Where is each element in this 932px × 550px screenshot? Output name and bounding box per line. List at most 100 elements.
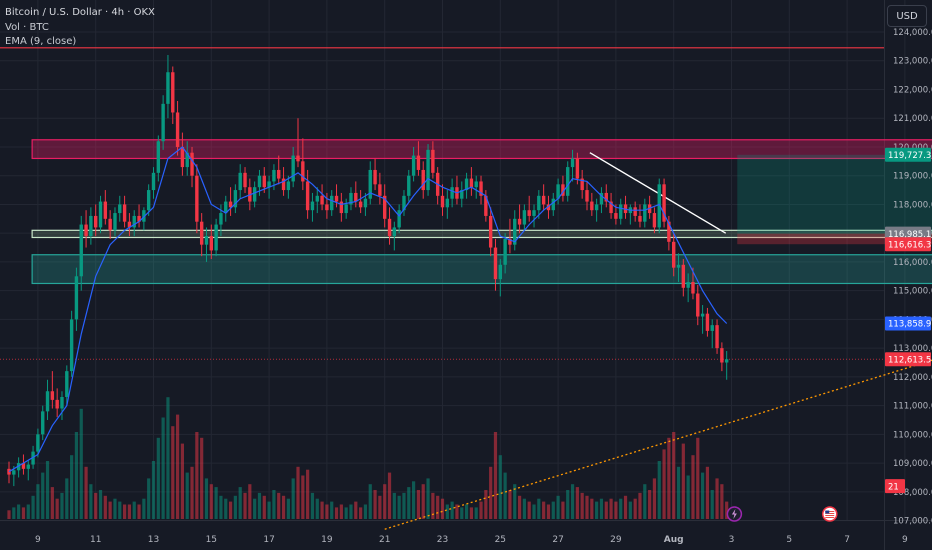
candle-body: [580, 178, 584, 191]
candle-body: [590, 201, 594, 211]
candle-body: [373, 169, 377, 185]
candle-body: [633, 207, 637, 216]
candle-body: [55, 399, 59, 409]
candle-body: [440, 195, 445, 208]
volume-bar: [359, 507, 363, 519]
candle-body: [156, 141, 161, 173]
volume-bar: [228, 501, 233, 519]
volume-bar: [132, 501, 136, 519]
volume-bar: [74, 432, 79, 519]
time-tick-label: 5: [786, 535, 792, 545]
price-tick-label: 121,000.0: [893, 114, 932, 124]
volume-bar: [498, 455, 502, 519]
time-tick-label: 3: [729, 535, 735, 545]
candle-body: [214, 224, 218, 251]
volume-bar: [537, 498, 541, 519]
candle-body: [305, 181, 310, 211]
volume-bar: [638, 492, 642, 519]
candle-body: [301, 161, 305, 182]
candle-body: [296, 155, 300, 162]
symbol-title[interactable]: Bitcoin / U.S. Dollar · 4h · OKX: [5, 7, 155, 18]
volume-bar: [426, 478, 430, 519]
price-tick-label: 111,000.0: [893, 402, 932, 412]
candle-body: [310, 201, 315, 211]
volume-bar: [503, 472, 507, 519]
position-stop-zone: [737, 233, 932, 245]
volume-bar: [277, 492, 281, 519]
volume-bar: [310, 492, 315, 519]
volume-bar: [60, 492, 64, 519]
candle-body: [662, 184, 666, 222]
candle-body: [41, 411, 45, 435]
volume-bar: [672, 432, 676, 519]
candle-body: [127, 221, 132, 228]
candle-body: [334, 195, 339, 202]
volume-bar: [479, 501, 483, 519]
volume-bar: [701, 472, 705, 519]
lightning-shape: [731, 509, 737, 519]
time-tick-label: 29: [610, 535, 622, 545]
candle-body: [464, 178, 469, 191]
candle-body: [60, 396, 64, 409]
candle-body: [672, 241, 676, 268]
time-axis[interactable]: 911131517192123252729Aug3579111315171921…: [35, 535, 932, 545]
volume-bar: [416, 490, 421, 519]
candle-body: [575, 158, 580, 179]
price-tick-label: 108,000.0: [893, 488, 932, 498]
candle-body: [619, 204, 623, 219]
candle-body: [681, 264, 686, 288]
candle-body: [108, 218, 112, 231]
volume-bar: [715, 478, 719, 519]
candle-body: [161, 103, 165, 142]
currency-button[interactable]: USD: [887, 5, 927, 27]
volume-bar: [98, 490, 103, 519]
candle-body: [541, 195, 546, 205]
volume-bar: [219, 495, 223, 519]
price-badge: 21: [885, 479, 905, 494]
price-axis[interactable]: 124,000.0123,000.0122,000.0121,000.0120,…: [885, 28, 932, 527]
candle-body: [45, 391, 50, 412]
volume-bar: [662, 449, 666, 519]
candle-body: [484, 195, 488, 216]
volume-bar: [185, 472, 189, 519]
candle-body: [657, 184, 661, 228]
flag-stripe: [825, 511, 835, 512]
candle-body: [199, 221, 204, 245]
volume-bar: [720, 484, 724, 519]
candle-body: [84, 224, 88, 237]
volume-bar: [397, 495, 401, 519]
volume-bar: [224, 498, 228, 519]
volume-bar: [89, 484, 93, 519]
candle-body: [349, 192, 353, 205]
candle-body: [431, 149, 435, 173]
candle-body: [69, 319, 74, 372]
price-badge-bg: [885, 352, 931, 367]
ema-indicator-label[interactable]: EMA (9, close): [5, 36, 77, 47]
volume-bar: [123, 504, 127, 519]
volume-bar: [334, 507, 339, 519]
candle-body: [36, 434, 40, 452]
candle-body: [209, 236, 213, 251]
candle-body: [228, 201, 233, 208]
volume-bar: [65, 478, 69, 519]
candle-body: [142, 210, 146, 222]
candle-body: [325, 204, 329, 211]
candle-body: [7, 468, 11, 475]
volume-bar: [79, 408, 83, 519]
volume-indicator-label[interactable]: Vol · BTC: [5, 21, 49, 33]
volume-bar: [354, 501, 358, 519]
event-markers: [726, 506, 838, 522]
candle-body: [277, 169, 281, 179]
candle-body: [368, 169, 372, 199]
volume-bar: [291, 478, 295, 519]
volume-bar: [248, 484, 252, 519]
price-badge-bg: [885, 226, 931, 241]
volume-bar: [262, 495, 266, 519]
volume-bar: [45, 461, 50, 519]
volume-bar: [50, 487, 54, 519]
candle-body: [363, 198, 368, 208]
volume-bar: [147, 478, 151, 519]
volume-bar: [402, 492, 406, 519]
candle-body: [460, 190, 464, 199]
